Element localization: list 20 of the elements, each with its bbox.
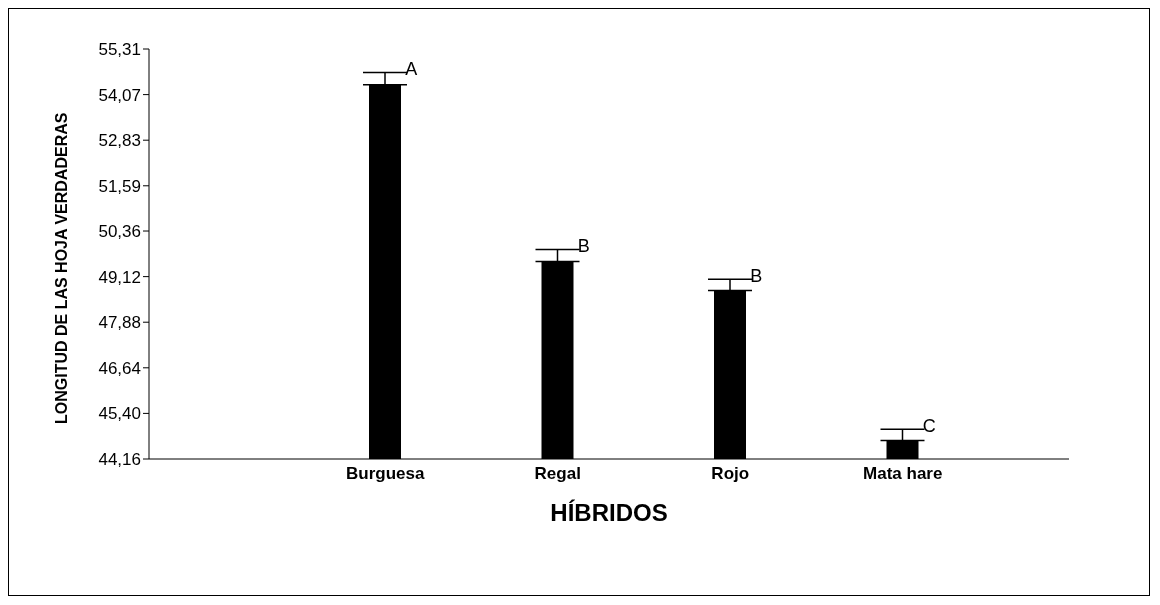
annotation: B [750,265,763,286]
y-tick-label: 44,16 [98,450,141,470]
y-tick-label: 54,07 [98,85,141,105]
x-tick-label: Regal [534,464,581,484]
x-axis-title: HÍBRIDOS [550,499,668,526]
x-tick-label: Mata hare [863,464,943,484]
y-tick-label: 49,12 [98,267,141,287]
y-tick-label: 50,36 [98,222,141,242]
y-tick-label: 51,59 [98,176,141,196]
y-tick-label: 46,64 [98,358,141,378]
x-tick-label: Burguesa [346,464,425,484]
annotation: B [577,235,590,256]
x-tick-label: Rojo [711,464,750,484]
annotation: A [405,58,418,79]
annotation: C [922,415,936,436]
y-axis-title: LONGITUD DE LAS HOJA VERDADERAS [52,112,70,424]
y-tick-label: 45,40 [98,404,141,424]
y-tick-label: 47,88 [98,313,141,333]
y-tick-label: 52,83 [98,131,141,151]
y-tick-label: 55,31 [98,40,141,60]
